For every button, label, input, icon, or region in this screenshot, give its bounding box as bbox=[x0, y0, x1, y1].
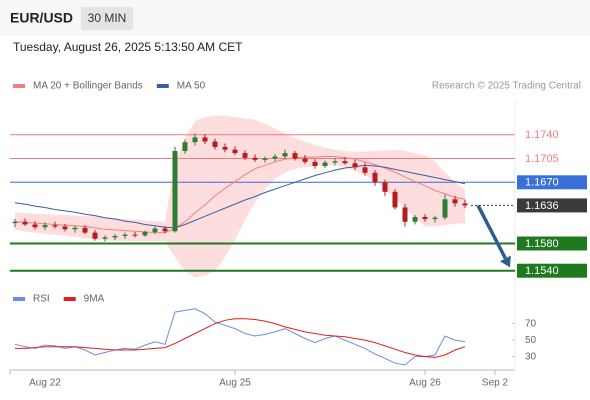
candle-body bbox=[232, 149, 238, 154]
x-tick-label: Sep 2 bbox=[482, 378, 509, 389]
level-label: 1.1740 bbox=[525, 129, 559, 141]
legend-swatch bbox=[156, 84, 169, 88]
legend-label: MA 20 + Bollinger Bands bbox=[33, 81, 143, 92]
legend-label: RSI bbox=[33, 294, 50, 305]
forecast-arrow bbox=[476, 204, 507, 260]
candle-body bbox=[272, 156, 278, 159]
candle-body bbox=[402, 207, 408, 222]
level-label: 1.1705 bbox=[525, 153, 559, 165]
candle-body bbox=[12, 221, 18, 224]
level-box bbox=[517, 198, 587, 213]
candle-body bbox=[302, 158, 308, 162]
candle-body bbox=[442, 199, 448, 218]
candle-body bbox=[222, 146, 228, 150]
level-label: 1.1670 bbox=[525, 177, 559, 189]
legend-label: MA 50 bbox=[177, 81, 206, 92]
candle-body bbox=[212, 141, 218, 147]
candle-body bbox=[452, 199, 458, 204]
candle-body bbox=[132, 234, 138, 236]
indicator-line bbox=[14, 156, 466, 234]
credit: Research © 2025 Trading Central bbox=[432, 81, 581, 92]
level-box bbox=[517, 263, 587, 278]
y-tick-label: 50 bbox=[525, 335, 537, 346]
candle-body bbox=[462, 203, 468, 206]
candle-body bbox=[92, 232, 98, 239]
level-box bbox=[517, 236, 587, 251]
candle-body bbox=[422, 216, 428, 220]
candle-body bbox=[282, 153, 288, 157]
bollinger-band bbox=[15, 115, 465, 278]
candle-body bbox=[312, 161, 318, 166]
candle-body bbox=[242, 153, 248, 158]
candle-body bbox=[332, 161, 338, 163]
x-tick-label: Aug 26 bbox=[409, 378, 441, 389]
y-tick-label: 70 bbox=[525, 318, 537, 329]
candle-body bbox=[322, 162, 328, 166]
indicator-line bbox=[15, 318, 466, 358]
candle-body bbox=[42, 225, 48, 228]
legend-swatch bbox=[13, 84, 25, 88]
interval: 30 MIN bbox=[88, 11, 127, 25]
x-tick-label: Aug 25 bbox=[219, 378, 251, 389]
forecast-arrowhead bbox=[500, 255, 511, 268]
legend-label: 9MA bbox=[84, 294, 105, 305]
candle-body bbox=[182, 142, 188, 152]
candle-body bbox=[172, 151, 178, 232]
candle-body bbox=[52, 225, 58, 227]
level-box bbox=[517, 175, 587, 190]
candle-body bbox=[72, 227, 78, 230]
candle-body bbox=[102, 237, 108, 239]
legend-swatch bbox=[13, 297, 25, 301]
candle-body bbox=[342, 161, 348, 164]
legend-swatch bbox=[63, 297, 76, 301]
candle-body bbox=[392, 191, 398, 208]
candle-body bbox=[432, 217, 438, 220]
indicator-line bbox=[14, 164, 466, 229]
x-tick-label: Aug 22 bbox=[29, 378, 61, 389]
candle-body bbox=[122, 234, 128, 237]
candle-body bbox=[362, 167, 368, 173]
level-label: 1.1540 bbox=[525, 265, 559, 277]
candle-body bbox=[252, 157, 258, 160]
candle-body bbox=[32, 224, 38, 228]
y-tick-label: 30 bbox=[525, 351, 537, 362]
candle-body bbox=[162, 228, 168, 232]
candle-body bbox=[372, 172, 378, 183]
candle-body bbox=[192, 137, 198, 143]
timestamp: Tuesday, August 26, 2025 5:13:50 AM CET bbox=[13, 40, 243, 54]
level-label: 1.1636 bbox=[525, 200, 559, 212]
indicator-line bbox=[14, 308, 466, 366]
candle-body bbox=[202, 137, 208, 142]
level-label: 1.1580 bbox=[525, 238, 559, 250]
candle-body bbox=[262, 158, 268, 160]
candle-body bbox=[112, 236, 118, 238]
candle-body bbox=[142, 231, 148, 236]
symbol: EUR/USD bbox=[10, 10, 73, 26]
candle-body bbox=[82, 227, 88, 233]
candle-body bbox=[292, 153, 298, 159]
candle-body bbox=[62, 226, 68, 230]
candle-body bbox=[412, 216, 418, 222]
candle-body bbox=[352, 163, 358, 168]
candle-body bbox=[22, 221, 28, 225]
interval-badge bbox=[81, 7, 133, 30]
candle-body bbox=[382, 182, 388, 192]
candle-body bbox=[152, 228, 158, 232]
